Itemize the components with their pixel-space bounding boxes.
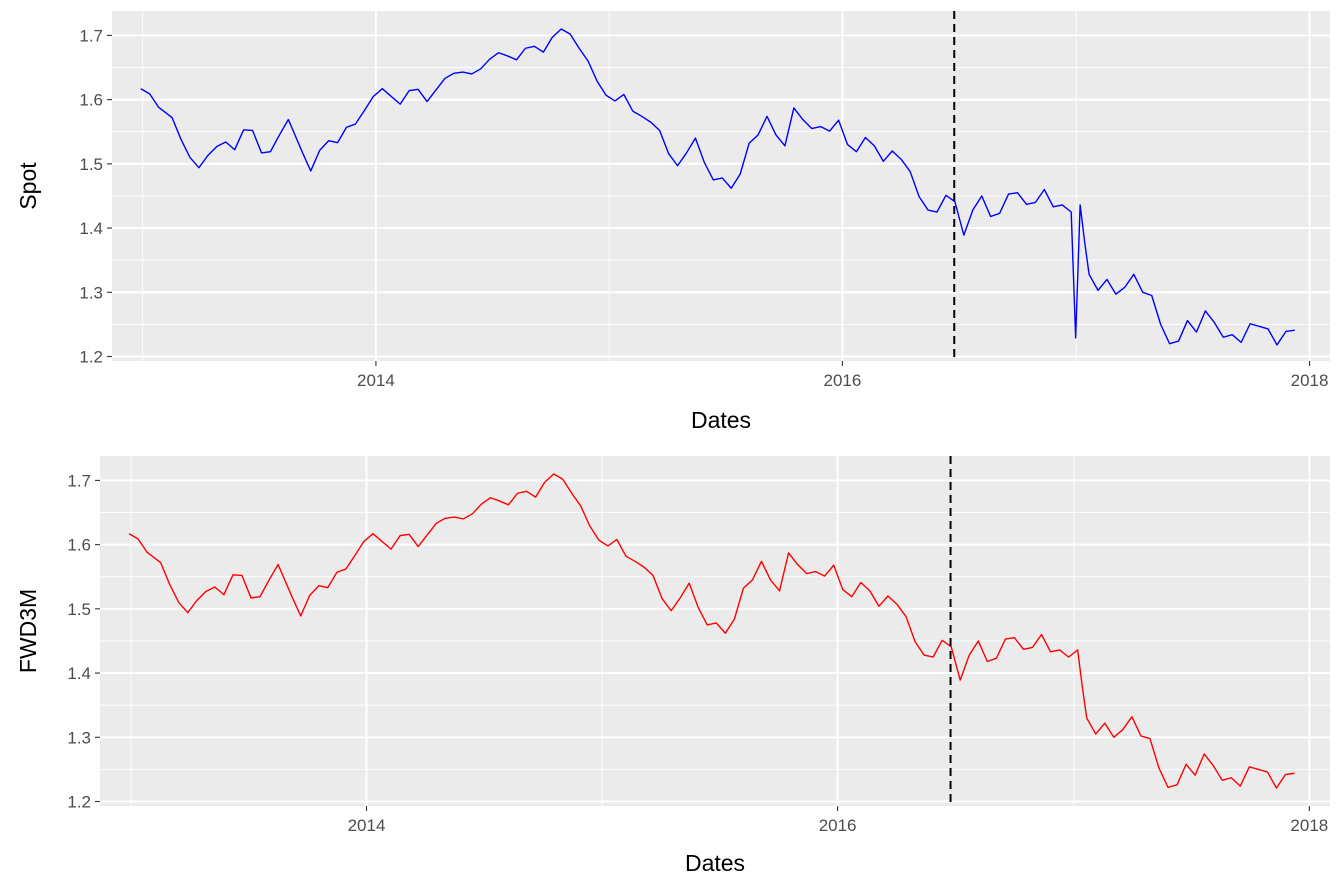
- y-tick-label: 1.4: [67, 664, 91, 683]
- y-axis-title: FWD3M: [15, 589, 41, 673]
- grid-lines: [100, 456, 1330, 806]
- y-tick-label: 1.2: [79, 348, 103, 367]
- y-tick-label: 1.7: [79, 26, 103, 45]
- plot-background: [100, 456, 1330, 806]
- fwd3m-chart: 1.2 1.3 1.4 1.5 1.6 1.7 2014 2016 2018 Dates FWD3M: [15, 456, 1330, 876]
- y-tick-label: 1.2: [67, 793, 91, 812]
- x-tick-label: 2016: [824, 371, 862, 390]
- x-tick-label: 2014: [348, 816, 386, 835]
- y-tick-label: 1.7: [67, 471, 91, 490]
- series-line: [140, 28, 1295, 346]
- x-tick-label: 2016: [819, 816, 857, 835]
- y-tick-label: 1.3: [67, 728, 91, 747]
- y-tick-label: 1.5: [79, 155, 103, 174]
- x-axis-title: Dates: [685, 850, 745, 876]
- x-axis-title: Dates: [691, 407, 751, 433]
- y-tick-label: 1.4: [79, 219, 103, 238]
- y-axis-title: Spot: [15, 162, 41, 210]
- series-line: [128, 473, 1295, 789]
- y-tick-label: 1.5: [67, 600, 91, 619]
- grid-lines: [112, 11, 1330, 361]
- y-tick-label: 1.6: [67, 536, 91, 555]
- y-tick-label: 1.6: [79, 91, 103, 110]
- x-tick-label: 2014: [357, 371, 395, 390]
- spot-chart: 1.2 1.3 1.4 1.5 1.6 1.7 2014 2016 2018 Dates Spot: [15, 11, 1330, 433]
- y-tick-label: 1.3: [79, 283, 103, 302]
- x-tick-label: 2018: [1291, 371, 1329, 390]
- x-tick-label: 2018: [1290, 816, 1328, 835]
- plot-background: [112, 11, 1330, 361]
